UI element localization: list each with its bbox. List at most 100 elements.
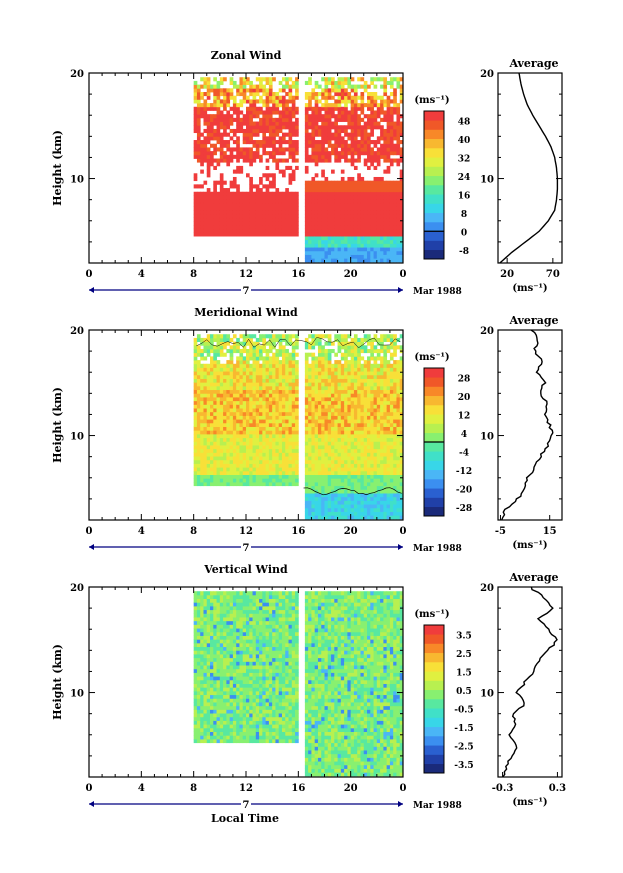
arrow-right-icon [398, 801, 403, 807]
colorbar-tick-label: 0 [461, 228, 467, 238]
colorbar-swatch [424, 763, 444, 774]
x-tick-label: 8 [190, 526, 197, 537]
x-tick-label: 0 [400, 526, 407, 537]
arrow-left-icon [89, 801, 94, 807]
x-tick-label: 12 [239, 783, 253, 794]
colorbar-swatch [424, 111, 444, 121]
x-tick-label: 16 [291, 269, 305, 280]
colorbar-swatch [424, 469, 444, 480]
x-tick-label: 0 [86, 269, 93, 280]
profile-line [499, 72, 559, 264]
date-axis: 7 Mar 1988 [89, 285, 462, 297]
colorbar-swatch [424, 231, 444, 241]
y-axis: 10 20 [70, 583, 403, 778]
y-tick-label: 20 [70, 326, 84, 337]
colorbar-swatch [424, 240, 444, 251]
x-axis: 0 4 8 12 16 20 0 [86, 73, 407, 280]
arrow-right-icon [398, 287, 403, 293]
colorbar-tick-label: 4 [461, 430, 467, 440]
x-tick-label: 16 [291, 526, 305, 537]
x-axis: 0 4 8 12 16 20 0 [86, 587, 407, 794]
x-tick-label: 12 [239, 526, 253, 537]
colorbar-tick-label: 1.5 [456, 668, 472, 678]
month-label: Mar 1988 [413, 544, 462, 554]
colorbar-tick-label: 28 [458, 374, 471, 384]
arrow-left-icon [89, 287, 94, 293]
colorbar-tick-label: 2.5 [456, 650, 472, 660]
colorbar-swatch [424, 442, 444, 452]
average-profile: Average 10 20 -5 15 (ms⁻¹) [480, 314, 563, 551]
profile-y-tick-label: 20 [480, 69, 494, 80]
x-tick-label: 12 [239, 269, 253, 280]
date-arrow-label: 7 [243, 286, 250, 297]
profile-y-tick-label: 10 [480, 689, 494, 700]
colorbar-swatch [424, 708, 444, 718]
colorbar-swatch [424, 488, 444, 498]
colorbar-swatch [424, 203, 444, 214]
x-tick-label: 20 [344, 783, 358, 794]
y-tick-label: 10 [70, 432, 84, 443]
profile-x-label: (ms⁻¹) [512, 797, 547, 808]
colorbar-swatch [424, 212, 444, 223]
profile-y-tick-label: 20 [480, 326, 494, 337]
colorbar-swatch [424, 497, 444, 508]
x-tick-label: 4 [138, 526, 145, 537]
colorbar-swatch [424, 414, 444, 424]
colorbar-tick-label: 3.5 [456, 631, 472, 641]
month-label: Mar 1988 [413, 287, 462, 297]
y-tick-label: 20 [70, 69, 84, 80]
profile-x-tick-label: 15 [543, 526, 557, 537]
panel-title: Zonal Wind [211, 49, 282, 62]
date-axis: 7 Mar 1988 [89, 799, 462, 811]
colorbar-swatch [424, 699, 444, 709]
colorbar-tick-label: -28 [456, 504, 472, 514]
colorbar-swatch [424, 643, 444, 654]
x-tick-label: 4 [138, 269, 145, 280]
colorbar-swatch [424, 689, 444, 700]
colorbar: 28 20 12 4 -4 -12 -20 -28 (ms⁻¹) [414, 352, 472, 517]
colorbar-swatch [424, 129, 444, 140]
y-axis: 10 20 [70, 69, 403, 264]
panel-title: Meridional Wind [194, 306, 298, 319]
y-axis: 10 20 [70, 326, 403, 521]
x-tick-label: 0 [400, 269, 407, 280]
colorbar-tick-label: 32 [458, 154, 471, 164]
y-tick-label: 10 [70, 689, 84, 700]
profile-title: Average [508, 314, 558, 327]
colorbar-swatch [424, 736, 444, 746]
profile-x-label: (ms⁻¹) [512, 283, 547, 294]
panel-meridional: Meridional Wind 0 4 8 12 16 20 0 10 20 Height (km)… [51, 306, 563, 554]
average-profile: Average 10 20 20 70 (ms⁻¹) [480, 57, 563, 294]
y-tick-label: 20 [70, 583, 84, 594]
y-axis-label: Height (km) [51, 130, 64, 206]
colorbar-tick-label: 8 [461, 210, 467, 220]
panel-zonal: Zonal Wind 0 4 8 12 16 20 0 10 20 Height (km) 7 Mar … [51, 49, 563, 297]
colorbar-tick-label: -3.5 [454, 761, 473, 771]
colorbar-tick-label: -0.5 [454, 705, 473, 715]
y-axis-label: Height (km) [51, 387, 64, 463]
colorbar-swatch [424, 754, 444, 765]
colorbar-tick-label: -20 [456, 485, 472, 495]
heatmap-cells [193, 591, 404, 777]
profile-y-tick-label: 10 [480, 432, 494, 443]
colorbar-tick-label: 20 [458, 393, 471, 403]
colorbar-unit: (ms⁻¹) [414, 609, 449, 620]
colorbar-swatch [424, 157, 444, 167]
y-tick-label: 10 [70, 175, 84, 186]
x-tick-label: 16 [291, 783, 305, 794]
x-tick-label: 0 [86, 783, 93, 794]
colorbar-swatch [424, 386, 444, 397]
colorbar-tick-label: 12 [458, 411, 471, 421]
y-axis-label: Height (km) [51, 644, 64, 720]
colorbar-swatch [424, 368, 444, 378]
colorbar-tick-label: 24 [458, 173, 471, 183]
colorbar-swatch [424, 194, 444, 204]
date-arrow-label: 7 [243, 543, 250, 554]
colorbar-swatch [424, 479, 444, 489]
colorbar-tick-label: 40 [458, 136, 471, 146]
colorbar-swatch [424, 671, 444, 681]
profile-x-label: (ms⁻¹) [512, 540, 547, 551]
colorbar-swatch [424, 249, 444, 260]
profile-x-tick-label: -0.3 [492, 783, 514, 794]
